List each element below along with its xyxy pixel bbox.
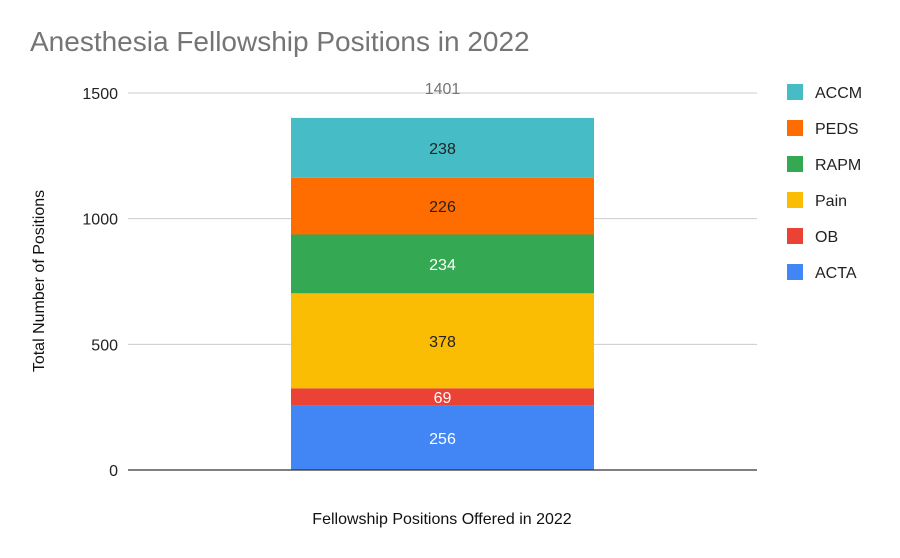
legend-swatch-peds — [787, 120, 803, 136]
data-label-rapm: 234 — [429, 257, 456, 274]
x-axis-label: Fellowship Positions Offered in 2022 — [312, 511, 572, 528]
legend-label-pain: Pain — [815, 193, 847, 210]
y-tick-label: 1500 — [82, 86, 118, 103]
bar-segment-ob — [291, 388, 594, 406]
bar-segment-rapm — [291, 234, 594, 294]
data-label-acta: 256 — [429, 431, 456, 448]
chart-title: Anesthesia Fellowship Positions in 2022 — [30, 26, 530, 57]
legend-label-ob: OB — [815, 229, 838, 246]
bar-segment-pain — [291, 293, 594, 389]
data-label-ob: 69 — [434, 390, 452, 407]
legend-swatch-rapm — [787, 156, 803, 172]
legend-swatch-pain — [787, 192, 803, 208]
total-label: 1401 — [425, 81, 461, 98]
legend-label-rapm: RAPM — [815, 157, 861, 174]
legend-swatch-ob — [787, 228, 803, 244]
y-axis-ticks: 0 500 1000 1500 — [82, 86, 118, 480]
legend-swatch-acta — [787, 264, 803, 280]
legend-label-acta: ACTA — [815, 265, 857, 282]
data-label-peds: 226 — [429, 199, 456, 216]
legend-label-accm: ACCM — [815, 85, 862, 102]
segment-labels: 256 69 378 234 226 238 — [429, 141, 456, 448]
legend-label-peds: PEDS — [815, 121, 859, 138]
y-tick-label: 1000 — [82, 212, 118, 229]
legend: ACCM PEDS RAPM Pain OB ACTA — [787, 84, 862, 282]
legend-swatch-accm — [787, 84, 803, 100]
bar-segment-acta — [291, 405, 594, 470]
bar-segments — [291, 117, 594, 470]
y-axis-label: Total Number of Positions — [31, 190, 48, 372]
data-label-pain: 378 — [429, 334, 456, 351]
y-tick-label: 500 — [91, 337, 118, 354]
bar-segment-peds — [291, 177, 594, 235]
bar-segment-accm — [291, 117, 594, 178]
data-label-accm: 238 — [429, 141, 456, 158]
y-tick-label: 0 — [109, 463, 118, 480]
